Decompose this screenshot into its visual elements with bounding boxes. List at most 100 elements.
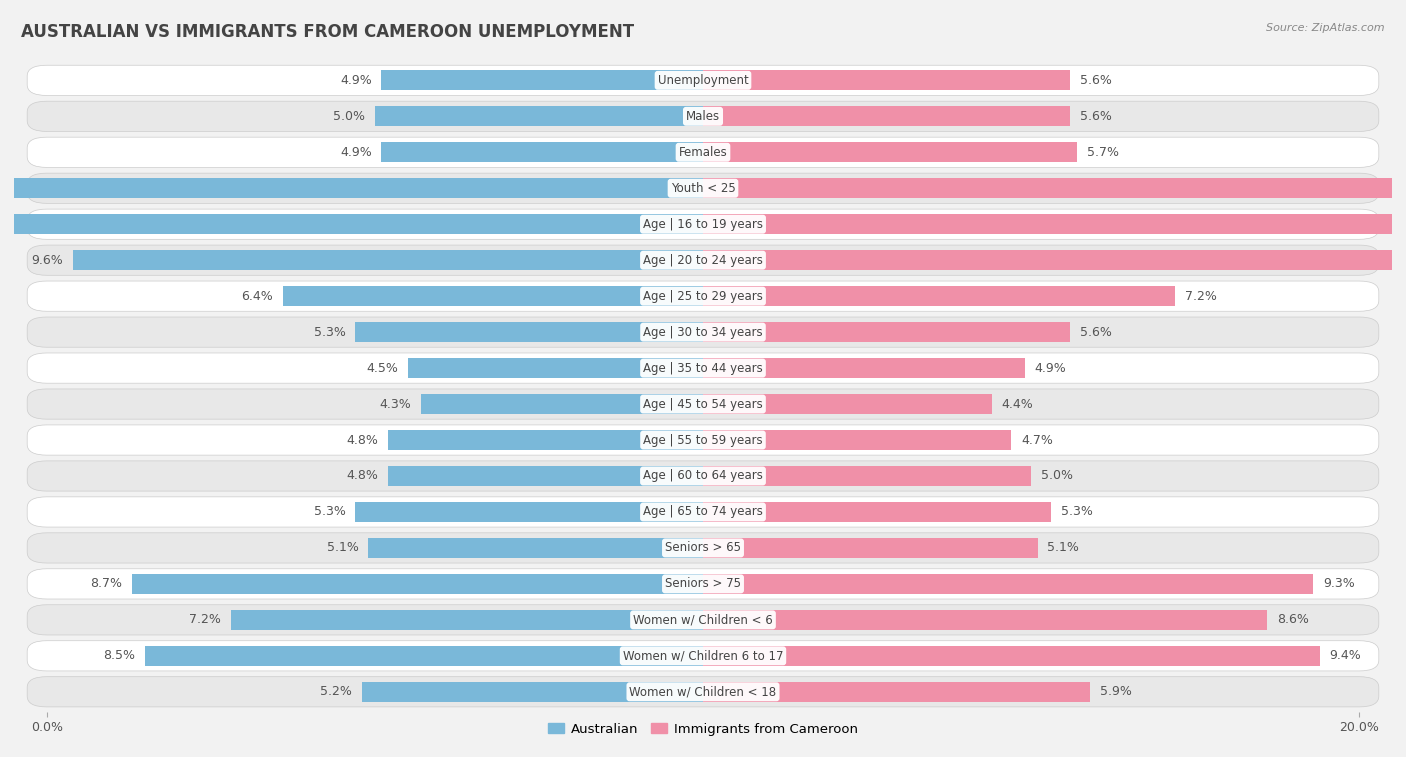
Bar — [703, 322, 1070, 342]
Text: 5.3%: 5.3% — [314, 506, 346, 519]
Bar — [283, 286, 703, 306]
Text: Age | 25 to 29 years: Age | 25 to 29 years — [643, 290, 763, 303]
FancyBboxPatch shape — [27, 173, 1379, 204]
Text: 4.4%: 4.4% — [1001, 397, 1033, 410]
Bar — [703, 107, 1070, 126]
Text: AUSTRALIAN VS IMMIGRANTS FROM CAMEROON UNEMPLOYMENT: AUSTRALIAN VS IMMIGRANTS FROM CAMEROON U… — [21, 23, 634, 41]
Bar — [231, 610, 703, 630]
Text: Females: Females — [679, 146, 727, 159]
Bar — [420, 394, 703, 414]
FancyBboxPatch shape — [27, 209, 1379, 239]
Text: 5.3%: 5.3% — [1060, 506, 1092, 519]
FancyBboxPatch shape — [27, 461, 1379, 491]
Bar — [361, 682, 703, 702]
FancyBboxPatch shape — [27, 389, 1379, 419]
Bar — [703, 70, 1070, 90]
Bar — [381, 142, 703, 162]
Text: 4.8%: 4.8% — [346, 469, 378, 482]
Bar — [703, 574, 1313, 593]
Text: 5.2%: 5.2% — [321, 685, 352, 698]
Text: 5.6%: 5.6% — [1080, 326, 1112, 338]
Bar — [408, 358, 703, 378]
Bar — [703, 358, 1025, 378]
Bar — [368, 538, 703, 558]
FancyBboxPatch shape — [27, 569, 1379, 599]
Bar — [132, 574, 703, 593]
Text: Women w/ Children < 6: Women w/ Children < 6 — [633, 613, 773, 626]
FancyBboxPatch shape — [27, 281, 1379, 311]
Text: 4.5%: 4.5% — [366, 362, 398, 375]
Text: Age | 30 to 34 years: Age | 30 to 34 years — [643, 326, 763, 338]
FancyBboxPatch shape — [27, 425, 1379, 455]
Text: 5.1%: 5.1% — [1047, 541, 1080, 554]
Text: 5.0%: 5.0% — [1040, 469, 1073, 482]
Bar — [703, 682, 1090, 702]
Bar — [356, 322, 703, 342]
FancyBboxPatch shape — [27, 605, 1379, 635]
Text: 6.4%: 6.4% — [242, 290, 273, 303]
Bar — [703, 610, 1267, 630]
Bar — [703, 179, 1406, 198]
Text: Youth < 25: Youth < 25 — [671, 182, 735, 195]
Bar — [703, 430, 1011, 450]
Bar — [703, 286, 1175, 306]
FancyBboxPatch shape — [27, 317, 1379, 347]
Legend: Australian, Immigrants from Cameroon: Australian, Immigrants from Cameroon — [543, 717, 863, 741]
Text: Males: Males — [686, 110, 720, 123]
Bar — [381, 70, 703, 90]
Bar — [0, 214, 703, 234]
Bar — [145, 646, 703, 665]
FancyBboxPatch shape — [27, 640, 1379, 671]
Bar — [703, 466, 1031, 486]
Text: 5.7%: 5.7% — [1087, 146, 1119, 159]
Text: 5.6%: 5.6% — [1080, 110, 1112, 123]
Text: 4.8%: 4.8% — [346, 434, 378, 447]
Text: 9.6%: 9.6% — [31, 254, 63, 266]
Bar — [73, 251, 703, 270]
Bar — [0, 179, 703, 198]
Text: 9.3%: 9.3% — [1323, 578, 1355, 590]
FancyBboxPatch shape — [27, 533, 1379, 563]
Text: Age | 65 to 74 years: Age | 65 to 74 years — [643, 506, 763, 519]
FancyBboxPatch shape — [27, 137, 1379, 167]
FancyBboxPatch shape — [27, 497, 1379, 527]
Bar — [388, 430, 703, 450]
Text: Seniors > 75: Seniors > 75 — [665, 578, 741, 590]
Text: 8.7%: 8.7% — [90, 578, 122, 590]
FancyBboxPatch shape — [27, 245, 1379, 276]
Bar — [356, 502, 703, 522]
Text: Age | 45 to 54 years: Age | 45 to 54 years — [643, 397, 763, 410]
Bar — [375, 107, 703, 126]
FancyBboxPatch shape — [27, 65, 1379, 95]
Text: 9.4%: 9.4% — [1330, 650, 1361, 662]
Text: 5.6%: 5.6% — [1080, 74, 1112, 87]
Bar — [703, 538, 1038, 558]
Text: 7.2%: 7.2% — [1185, 290, 1218, 303]
Text: Seniors > 65: Seniors > 65 — [665, 541, 741, 554]
Text: 5.0%: 5.0% — [333, 110, 366, 123]
FancyBboxPatch shape — [27, 353, 1379, 383]
Text: Age | 35 to 44 years: Age | 35 to 44 years — [643, 362, 763, 375]
FancyBboxPatch shape — [27, 677, 1379, 707]
Text: 8.5%: 8.5% — [104, 650, 135, 662]
Bar — [703, 142, 1077, 162]
Text: 5.1%: 5.1% — [326, 541, 359, 554]
Bar — [703, 251, 1406, 270]
Text: 4.9%: 4.9% — [340, 146, 371, 159]
Bar — [703, 646, 1320, 665]
Text: 4.9%: 4.9% — [340, 74, 371, 87]
Text: 5.3%: 5.3% — [314, 326, 346, 338]
FancyBboxPatch shape — [27, 101, 1379, 132]
Text: 8.6%: 8.6% — [1277, 613, 1309, 626]
Bar — [703, 502, 1050, 522]
Text: Age | 20 to 24 years: Age | 20 to 24 years — [643, 254, 763, 266]
Bar — [703, 394, 991, 414]
Text: Unemployment: Unemployment — [658, 74, 748, 87]
Text: 7.2%: 7.2% — [188, 613, 221, 626]
Bar — [388, 466, 703, 486]
Text: Source: ZipAtlas.com: Source: ZipAtlas.com — [1267, 23, 1385, 33]
Text: Women w/ Children < 18: Women w/ Children < 18 — [630, 685, 776, 698]
Text: Women w/ Children 6 to 17: Women w/ Children 6 to 17 — [623, 650, 783, 662]
Text: Age | 16 to 19 years: Age | 16 to 19 years — [643, 218, 763, 231]
Text: Age | 55 to 59 years: Age | 55 to 59 years — [643, 434, 763, 447]
